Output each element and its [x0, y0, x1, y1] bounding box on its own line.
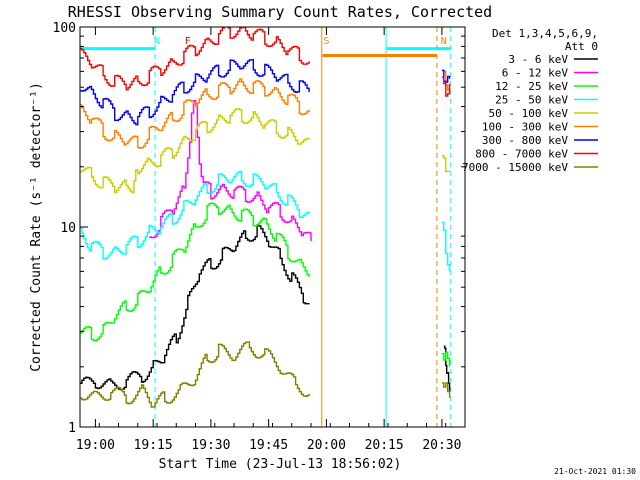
legend-label-0: 3 - 6 keV: [508, 53, 568, 66]
x-tick-label-5: 20:15: [365, 438, 404, 453]
series-line-1: [149, 100, 312, 242]
legend-label-6: 300 - 800 keV: [482, 134, 568, 147]
legend-label-3: 25 - 50 keV: [495, 94, 568, 107]
x-tick-label-4: 20:00: [307, 438, 346, 453]
x-tick-label-3: 19:45: [249, 438, 288, 453]
y-axis-label: Corrected Count Rate (s⁻¹ detector⁻¹): [29, 82, 44, 372]
x-tick-label-0: 19:00: [76, 438, 115, 453]
x-tick-label-2: 19:30: [191, 438, 230, 453]
y-tick-label-0: 1: [68, 421, 76, 436]
legend-header-line-1: Det 1,3,4,5,6,9,: [492, 27, 598, 40]
x-tick-label-1: 19:15: [134, 438, 173, 453]
series-line-7: [80, 27, 451, 97]
series-line-6: [80, 59, 451, 126]
x-axis-label: Start Time (23-Jul-13 18:56:02): [159, 457, 402, 472]
legend-label-5: 100 - 300 keV: [482, 121, 568, 134]
legend-label-4: 50 - 100 keV: [489, 107, 569, 120]
footer-timestamp: 21-Oct-2021 01:30: [554, 467, 636, 476]
legend-label-7: 800 - 7000 keV: [475, 148, 568, 161]
y-tick-label-1: 10: [60, 221, 76, 236]
legend-label-2: 12 - 25 keV: [495, 80, 568, 93]
series-line-4: [80, 108, 451, 194]
legend-header-line-2: Att 0: [565, 40, 598, 53]
legend-label-8: 7000 - 15000 keV: [462, 161, 568, 174]
flag-marker-2: S: [323, 36, 329, 47]
flag-marker-1: F: [185, 36, 191, 47]
plot-area: [80, 27, 452, 427]
flag-marker-3: N: [441, 36, 447, 47]
flag-marker-0: N: [154, 36, 160, 47]
x-tick-label-6: 20:30: [422, 438, 461, 453]
axes: N F S N 19:00 19:15 19:30 19:45 20:00 20:15 20:30 1…: [53, 21, 466, 453]
y-tick-label-2: 100: [53, 21, 76, 36]
series-line-2: [80, 202, 451, 367]
series-line-3: [80, 170, 451, 272]
legend-label-1: 6 - 12 keV: [502, 67, 569, 80]
chart-title: RHESSI Observing Summary Count Rates, Co…: [68, 3, 492, 21]
series-line-8: [80, 341, 451, 408]
